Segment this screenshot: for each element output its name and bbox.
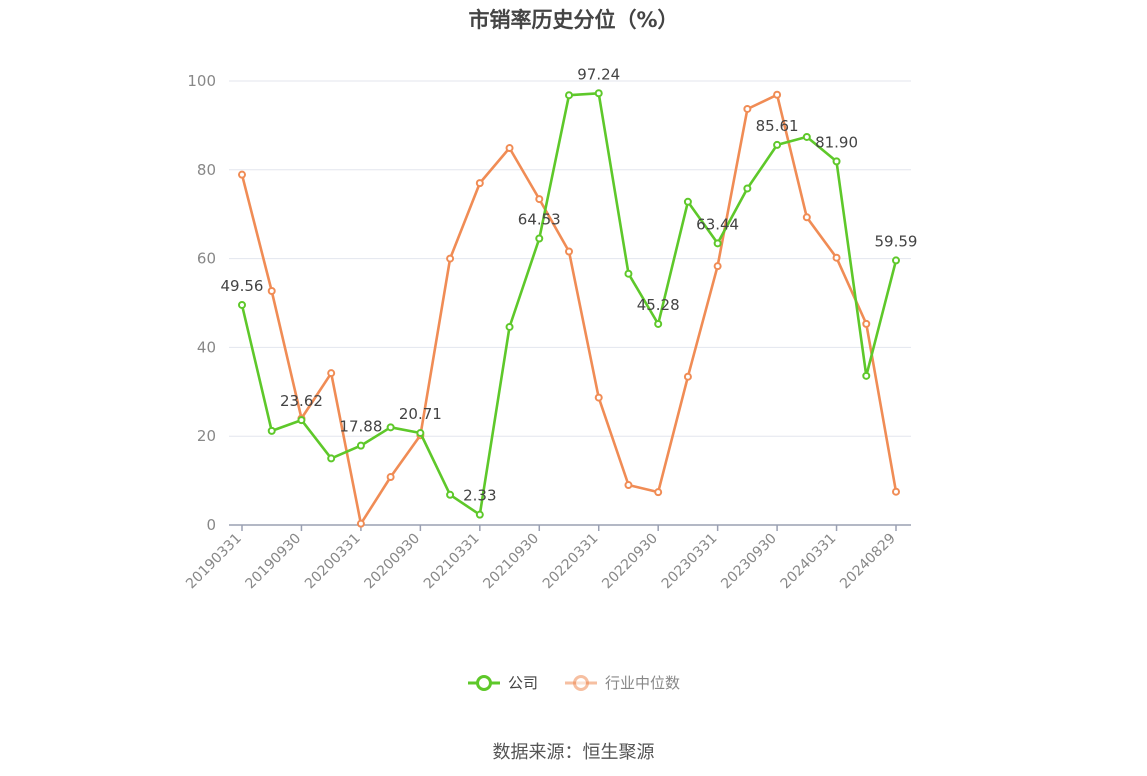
legend-industry-marker-icon [565,674,597,691]
company-data-label: 85.61 [756,117,799,135]
y-tick-label: 80 [197,161,216,179]
company-data-label: 49.56 [221,277,264,295]
x-tick-label: 20240829 [837,531,899,593]
industry-data-point [743,104,752,113]
data-source: 数据来源：恒生聚源 [492,742,655,763]
legend-item-company[interactable]: 公司 [467,672,538,693]
company-data-point [683,197,692,206]
legend-company-marker-icon [467,674,500,691]
x-tick-label: 20210930 [480,531,542,593]
company-data-label: 59.59 [875,232,918,250]
company-data-point [238,300,246,309]
industry-data-point [802,213,811,222]
company-data-point [654,319,663,328]
y-tick-label: 20 [197,427,216,445]
company-series-line [240,92,898,517]
x-tick-label: 20230331 [659,531,721,593]
x-tick-label: 20190331 [183,531,245,593]
industry-data-point [624,481,633,490]
industry-data-point [446,254,455,263]
industry-data-point [773,90,782,99]
company-data-point [386,423,395,432]
company-data-point [594,89,603,98]
company-data-point [802,132,811,141]
company-data-point [505,322,514,331]
company-data-label: 20.71 [399,405,442,423]
y-tick-label: 40 [197,338,216,356]
data-labels: 49.56 23.62 17.88 20.71 2.33 64.53 97.24 45.28 6… [221,65,918,504]
company-data-label: 81.90 [815,133,858,151]
company-data-point [267,426,276,435]
y-tick-label: 60 [197,250,216,268]
company-data-label: 63.44 [696,215,739,233]
industry-data-point [267,287,276,296]
industry-data-point [505,144,514,153]
company-data-point [832,157,841,166]
company-data-point [624,269,633,278]
industry-data-point [683,372,692,381]
x-tick-label: 20210331 [421,531,483,593]
industry-data-point [832,253,841,262]
industry-series-line [240,93,898,526]
company-data-point [892,256,900,265]
industry-data-point [327,369,336,378]
company-data-point [535,234,544,243]
industry-data-point [713,262,722,271]
company-data-point [862,371,871,380]
company-data-point [713,239,722,248]
industry-data-point [565,247,573,256]
legend-label-company: 公司 [507,674,538,692]
legend: 公司 行业中位数 [0,672,1147,693]
company-data-point [446,490,455,499]
x-tick-label: 20190930 [243,531,305,593]
chart-title: 市销率历史分位（%） [468,8,679,32]
company-data-label: 23.62 [280,392,323,410]
company-data-point [416,429,425,438]
company-data-point [773,140,782,149]
industry-data-point [535,195,544,204]
company-data-point [743,184,752,193]
company-data-label: 64.53 [518,210,561,228]
industry-data-point [475,179,484,188]
industry-data-point [594,393,603,402]
axes: 0 20 40 60 80 100 2019033120190930202003312020… [183,72,911,592]
industry-data-point [238,170,246,179]
x-tick-label: 20240331 [778,531,840,593]
legend-item-industry[interactable]: 行业中位数 [564,672,680,693]
legend-label-industry: 行业中位数 [605,674,681,692]
company-data-label: 17.88 [339,418,382,436]
x-tick-label: 20220930 [599,531,661,593]
industry-data-point [356,519,365,528]
industry-data-point [386,473,395,482]
company-data-point [297,416,306,425]
x-tick-label: 20220331 [540,531,602,593]
x-tick-label: 20230930 [718,531,780,593]
x-tick-label: 20200331 [302,531,364,593]
company-data-label: 45.28 [637,296,680,314]
company-data-point [356,441,365,450]
company-data-point [565,91,573,100]
industry-data-point [892,487,900,496]
y-tick-label: 100 [187,72,216,90]
series-lines [238,89,900,528]
company-data-label: 97.24 [577,65,620,83]
company-data-point [475,510,484,519]
company-data-point [327,454,336,463]
industry-data-point [654,488,663,497]
company-data-label: 2.33 [463,487,496,505]
industry-data-point [862,319,871,328]
x-tick-label: 20200930 [361,531,423,593]
y-tick-label: 0 [206,516,216,534]
